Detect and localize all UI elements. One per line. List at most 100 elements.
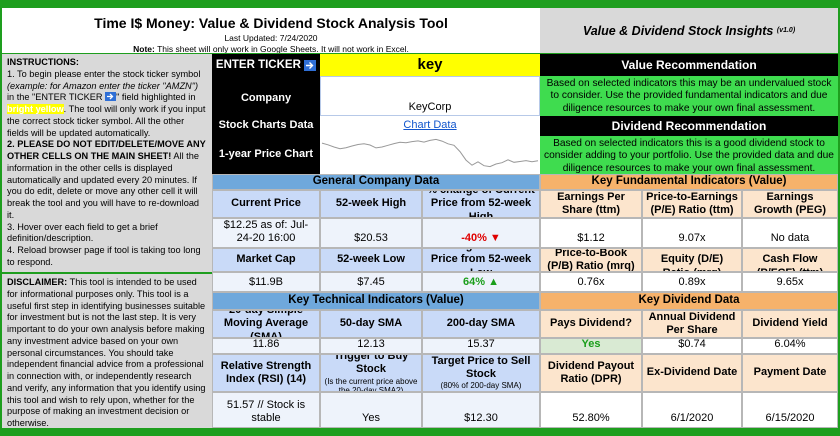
cell-text: $20.53 (354, 231, 388, 244)
cell-text: 52-week High (335, 197, 407, 210)
cell-text: Trigger to Buy Stock (333, 354, 409, 376)
cell-note: (80% of 200-day SMA) (440, 381, 522, 391)
cell-text: Yes (362, 411, 380, 424)
cell-text: 11.86 (252, 338, 280, 350)
insights-header: Value & Dividend Stock Insights (v1.0) (540, 8, 838, 53)
value-cell: 0.89x (642, 272, 742, 292)
column-header: 200-day SMA (422, 310, 540, 338)
cell-text: $12.25 as of: Jul-24-20 16:00 (223, 218, 309, 244)
column-header: Ex-Dividend Date (642, 354, 742, 392)
insights-title: Value & Dividend Stock Insights (582, 23, 774, 38)
column-header: Annual Dividend Per Share (642, 310, 742, 338)
cell-text: $0.74 (678, 338, 706, 350)
cell-note: (Is the current price above the 20-day S… (324, 376, 418, 392)
cell-text: $12.30 (464, 411, 498, 424)
cell-text: 200-day SMA (446, 317, 516, 330)
insights-version: (v1.0) (776, 27, 796, 34)
column-header: Pays Dividend? (540, 310, 642, 338)
company-value: KeyCorp (320, 76, 540, 116)
cell-text: Total Debt-to-Equity (D/E) Ratio (mrq) (657, 249, 728, 271)
last-updated: Last Updated: 7/24/2020 (224, 33, 318, 43)
value-rec-text: Based on selected indicators this may be… (540, 76, 838, 116)
cell-text: Price-to-Earnings Growth (PEG) Ratio (753, 190, 827, 216)
value-cell: 0.76x (540, 272, 642, 292)
section-title: Key Dividend Data (540, 292, 838, 310)
instruction-step: 3. Hover over each field to get a brief … (7, 221, 158, 244)
value-cell: 9.07x (642, 218, 742, 248)
instructions-heading: INSTRUCTIONS: (7, 57, 79, 67)
value-cell: 9.65x (742, 272, 838, 292)
cell-text: 6/15/2020 (765, 411, 815, 424)
cell-text: % change of Current Price from 52-week L… (427, 249, 535, 271)
cell-text: Earnings Per Share (ttm) (557, 190, 625, 216)
cell-text: $11.9B (248, 275, 284, 288)
cell-text: Ex-Dividend Date (646, 366, 738, 379)
value-cell: Yes (540, 338, 642, 354)
value-cell: Yes (320, 392, 422, 428)
dividend-rec-title: Dividend Recommendation (540, 116, 838, 136)
text: 1. To begin please enter the stock ticke… (7, 68, 201, 79)
cell-text: 20-day Simple Moving Average (SMA) (223, 310, 309, 338)
cell-text: 52-week Low (337, 253, 405, 266)
label: ENTER TICKER (215, 59, 301, 71)
value-cell: 52.80% (540, 392, 642, 428)
cell-text: Pays Dividend? (550, 317, 632, 330)
text: 2. PLEASE DO NOT EDIT/DELETE/MOVE ANY OT… (7, 139, 206, 162)
value-cell: 12.13 (320, 338, 422, 354)
note: Note: This sheet will only work in Googl… (2, 44, 540, 53)
value-cell: $0.74 (642, 338, 742, 354)
cell-text: Yes (581, 338, 601, 350)
column-header: Price-to-Book (P/B) Ratio (mrq) (540, 248, 642, 272)
column-header: % change of Current Price from 52-week H… (422, 190, 540, 218)
text: " field highlighted in (116, 92, 196, 103)
column-header: Earnings Per Share (ttm) (540, 190, 642, 218)
cell-text: 64% ▲ (463, 275, 499, 288)
cell-text: Dividend Payout Ratio (DPR) (547, 359, 635, 385)
cell-text: 9.07x (678, 231, 706, 244)
value-cell: $11.9B (212, 272, 320, 292)
value-cell: $20.53 (320, 218, 422, 248)
column-header: Payment Date (742, 354, 838, 392)
section-title: Key Technical Indicators (Value) (212, 292, 540, 310)
value-cell: 51.57 // Stock is stable (212, 392, 320, 428)
label-column (212, 76, 320, 174)
cell-text: 52.80% (572, 411, 610, 424)
column-header: Trigger to Buy Stock (Is the current pric… (320, 354, 422, 392)
value-cell: 11.86 (212, 338, 320, 354)
disclaimer-label: DISCLAIMER: (7, 277, 68, 287)
cell-text: No data (770, 231, 810, 244)
ticker-label: ENTER TICKER (212, 54, 320, 76)
cell-text: 50-day SMA (339, 317, 403, 330)
price-chart (320, 134, 540, 174)
cell-text: Current Price (231, 197, 301, 210)
cell-text: Relative Strength Index (RSI) (14) (220, 359, 312, 385)
value-cell: 6.04% (742, 338, 838, 354)
chart-data-link[interactable]: Chart Data (403, 119, 457, 131)
charts-data-label: Stock Charts Data (218, 119, 314, 131)
section-title: Key Fundamental Indicators (Value) (540, 174, 838, 190)
title: Time I$ Money: Value & Dividend Stock An… (94, 15, 448, 31)
text: (example: for Amazon enter the ticker "A… (7, 80, 199, 91)
note-label: Note: (133, 44, 155, 53)
cell-text: $1.12 (577, 231, 605, 244)
text: . The tool will only work if you input t… (7, 104, 206, 138)
column-header: 20-day Simple Moving Average (SMA) (212, 310, 320, 338)
column-header: Dividend Yield (742, 310, 838, 338)
cell-text: 9.65x (776, 275, 804, 288)
instruction-step: 2. PLEASE DO NOT EDIT/DELETE/MOVE ANY OT… (7, 139, 207, 221)
value-cell: $12.25 as of: Jul-24-20 16:00 (212, 218, 320, 248)
value-cell: $12.30 (422, 392, 540, 428)
instruction-step: 1. To begin please enter the stock ticke… (7, 69, 207, 140)
value-cell: $7.45 (320, 272, 422, 292)
ticker-input[interactable]: key (320, 54, 540, 76)
column-header: Market Cap (212, 248, 320, 272)
arrow-icon (304, 59, 317, 71)
column-header: Dividend Payout Ratio (DPR) (540, 354, 642, 392)
cell-text: 6.04% (774, 338, 806, 350)
column-header: Current Price (212, 190, 320, 218)
cell-text: Dividend Yield (752, 317, 828, 330)
disclaimer: DISCLAIMER: This tool is intended to be … (2, 274, 212, 428)
cell-text: 12.13 (357, 338, 385, 350)
price-line (321, 138, 539, 168)
